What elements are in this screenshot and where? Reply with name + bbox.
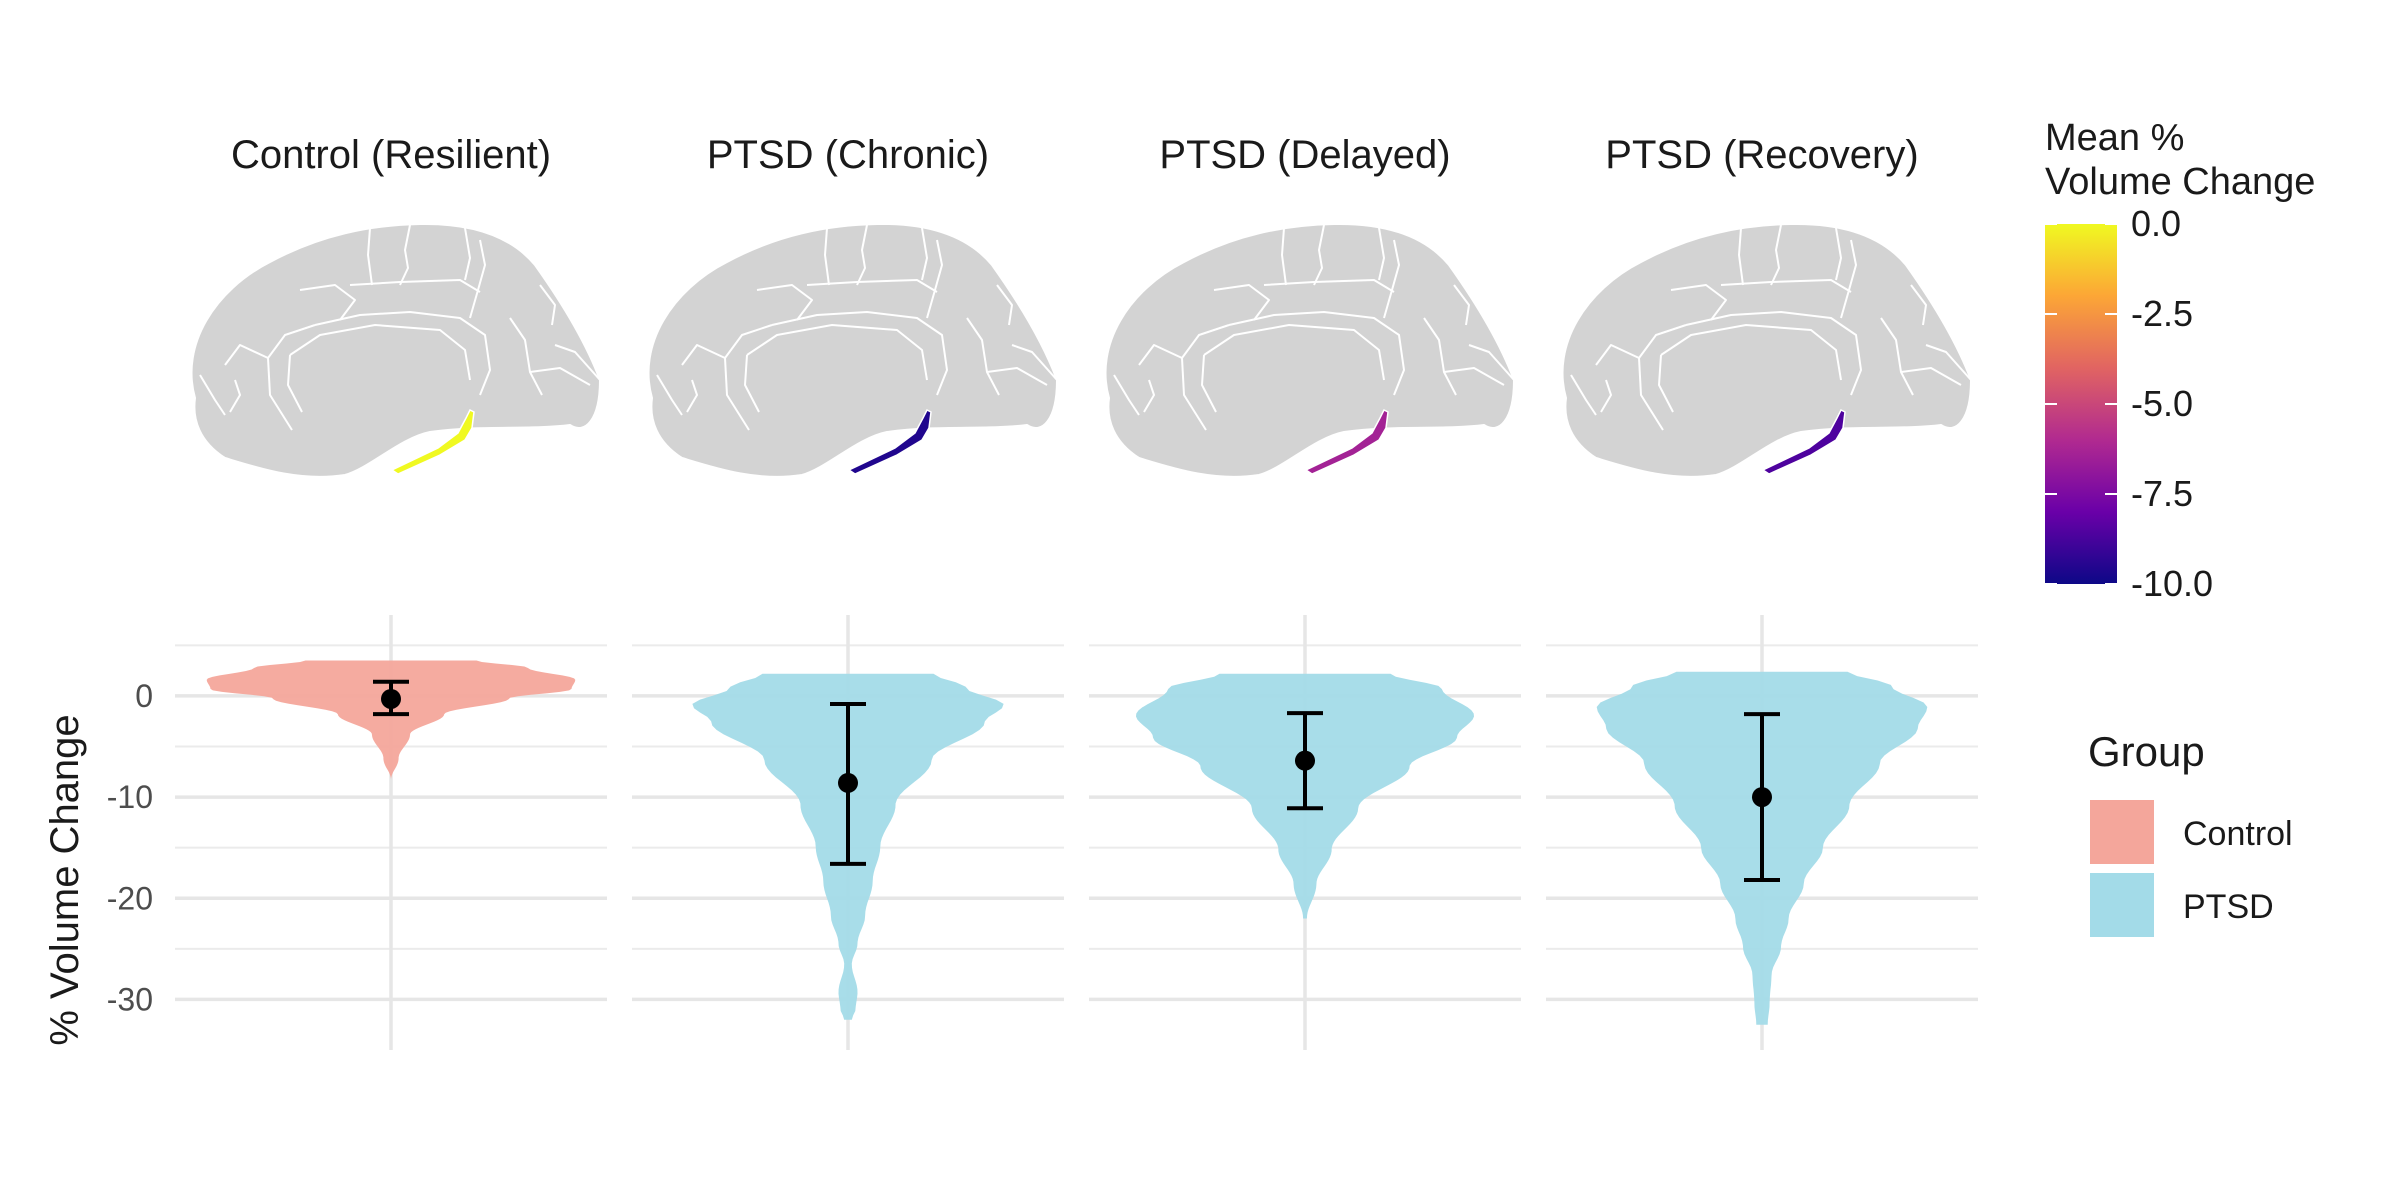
violin-control xyxy=(206,660,576,780)
brain-outline xyxy=(1104,222,1515,478)
colorbar-tick-label-1: -2.5 xyxy=(2131,293,2193,334)
colorbar-title-line2: Volume Change xyxy=(2045,161,2315,203)
group-legend: Group Control PTSD xyxy=(2088,728,2293,937)
violin-panel-2 xyxy=(1089,615,1521,1050)
legend-title: Group xyxy=(2088,728,2205,775)
y-axis-title: % Volume Change xyxy=(43,714,87,1045)
colorbar-tick-label-4: -10.0 xyxy=(2131,563,2213,604)
legend-swatch-ptsd xyxy=(2090,873,2154,937)
colorbar-title-line1: Mean % xyxy=(2045,117,2184,159)
mean-point xyxy=(381,688,401,709)
brain-map-row: Control (Resilient) PTSD (Chronic) PTSD (D… xyxy=(190,133,1972,478)
violin-panel-0 xyxy=(175,615,607,1050)
legend-label-control: Control xyxy=(2183,815,2293,853)
colorbar: Mean % Volume Change 0.0 -2.5 -5.0 -7.5 -10.… xyxy=(2045,117,2315,604)
facet-title-2: PTSD (Delayed) xyxy=(1159,133,1450,177)
violin-panel-1 xyxy=(632,615,1064,1050)
colorbar-tick-label-2: -5.0 xyxy=(2131,383,2193,424)
brain-outline xyxy=(1561,222,1972,478)
legend-label-ptsd: PTSD xyxy=(2183,888,2274,926)
mean-point xyxy=(1295,750,1315,771)
y-tick-label: -10 xyxy=(107,779,153,815)
highlighted-region-3 xyxy=(1761,408,1846,475)
brain-medial-view-3 xyxy=(1561,222,1972,478)
violin-row: 0 -10 -20 -30 xyxy=(107,615,1978,1050)
brain-medial-view-2 xyxy=(1104,222,1515,478)
y-tick-label: 0 xyxy=(135,678,153,714)
brain-medial-view-0 xyxy=(190,222,601,478)
facet-title-0: Control (Resilient) xyxy=(231,133,551,177)
colorbar-tick-label-0: 0.0 xyxy=(2131,203,2181,244)
violin-panel-3 xyxy=(1546,615,1978,1050)
colorbar-tick-label-3: -7.5 xyxy=(2131,473,2193,514)
mean-point xyxy=(1752,787,1772,808)
colorbar-ticks: 0.0 -2.5 -5.0 -7.5 -10.0 xyxy=(2045,203,2213,604)
legend-swatch-control xyxy=(2090,800,2154,864)
highlighted-region-2 xyxy=(1304,408,1389,475)
highlighted-region-1 xyxy=(847,408,932,475)
brain-outline xyxy=(647,222,1058,478)
brain-outline xyxy=(190,222,601,478)
facet-title-1: PTSD (Chronic) xyxy=(707,133,989,177)
facet-title-3: PTSD (Recovery) xyxy=(1605,133,1918,177)
highlighted-region-0 xyxy=(390,408,475,475)
brain-medial-view-1 xyxy=(647,222,1058,478)
y-tick-label: -30 xyxy=(107,981,153,1017)
y-tick-label: -20 xyxy=(107,880,153,916)
mean-point xyxy=(838,772,858,793)
